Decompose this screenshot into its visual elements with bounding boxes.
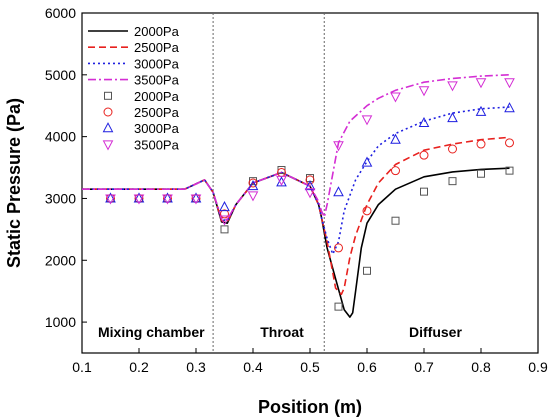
series-line-0 xyxy=(82,167,510,318)
data-point-6-0 xyxy=(105,192,116,203)
data-point-7-7 xyxy=(304,188,316,199)
series-line-1 xyxy=(82,136,510,296)
x-axis-title: Position (m) xyxy=(258,397,362,417)
legend: 2000Pa2500Pa3000Pa3500Pa2000Pa2500Pa3000… xyxy=(88,24,180,152)
data-point-7-3 xyxy=(190,194,202,205)
data-point-7-0 xyxy=(105,194,116,205)
data-point-6-5 xyxy=(247,180,259,191)
data-point-5-5 xyxy=(248,178,258,188)
legend-label: 3500Pa xyxy=(134,137,180,152)
data-point-5-12 xyxy=(448,144,457,154)
data-point-7-12 xyxy=(447,81,458,92)
data-point-5-14 xyxy=(505,138,514,148)
series-line-2 xyxy=(82,106,510,255)
data-point-6-10 xyxy=(390,133,401,144)
data-point-7-8 xyxy=(333,141,344,152)
y-tick-label: 5000 xyxy=(45,67,76,83)
data-point-6-8 xyxy=(333,186,344,197)
legend-swatch-marker xyxy=(102,140,114,151)
x-tick-label: 0.4 xyxy=(243,359,263,375)
legend-swatch-marker xyxy=(102,122,114,133)
data-point-4-12 xyxy=(448,177,457,186)
data-point-7-13 xyxy=(475,78,487,89)
legend-label: 3500Pa xyxy=(134,73,180,88)
data-point-5-8 xyxy=(334,243,343,253)
data-point-5-10 xyxy=(391,166,400,176)
y-tick-label: 1000 xyxy=(45,314,76,330)
x-tick-label: 0.9 xyxy=(528,359,548,375)
legend-label: 2500Pa xyxy=(134,40,180,55)
data-point-4-11 xyxy=(420,187,428,196)
legend-swatch-marker xyxy=(104,91,112,100)
region-label-mixing-chamber: Mixing chamber xyxy=(98,324,205,340)
x-tick-label: 0.7 xyxy=(414,359,434,375)
region-dividers xyxy=(212,13,325,353)
legend-label: 2000Pa xyxy=(134,24,180,39)
data-point-7-11 xyxy=(418,86,430,97)
x-tick-label: 0.8 xyxy=(471,359,491,375)
legend-label: 3000Pa xyxy=(134,121,180,136)
data-point-6-11 xyxy=(418,116,430,128)
y-tick-label: 6000 xyxy=(45,5,76,21)
data-point-7-10 xyxy=(390,92,401,103)
data-point-6-4 xyxy=(219,201,230,212)
data-point-7-6 xyxy=(276,175,287,186)
data-point-7-9 xyxy=(361,115,373,126)
y-tick-label: 3000 xyxy=(45,190,76,206)
region-label-diffuser: Diffuser xyxy=(409,324,462,340)
legend-label: 3000Pa xyxy=(134,56,180,71)
y-tick-label: 2000 xyxy=(45,252,76,268)
data-point-7-1 xyxy=(133,194,145,205)
legend-label: 2500Pa xyxy=(134,105,180,120)
series-markers xyxy=(105,78,515,311)
data-point-7-14 xyxy=(504,78,515,89)
data-point-7-2 xyxy=(162,194,173,205)
x-tick-label: 0.6 xyxy=(357,359,377,375)
data-point-7-5 xyxy=(247,191,259,202)
data-point-4-8 xyxy=(334,302,343,311)
data-point-5-9 xyxy=(362,206,372,216)
y-tick-label: 4000 xyxy=(45,129,76,145)
data-point-6-7 xyxy=(304,180,316,191)
y-axis-title: Static Pressure (Pa) xyxy=(4,98,24,268)
axis-ticks: 0.1 0.2 0.3 0.4 0.5 0.6 0.7 0.8 0.9 1000 2000 3000 4… xyxy=(45,5,548,375)
data-point-5-11 xyxy=(419,150,429,160)
x-tick-label: 0.1 xyxy=(72,359,92,375)
data-point-4-13 xyxy=(477,169,485,178)
data-point-4-9 xyxy=(363,266,371,275)
data-point-6-3 xyxy=(190,192,202,203)
data-point-6-1 xyxy=(133,192,145,203)
region-label-throat: Throat xyxy=(260,324,304,340)
data-point-4-4 xyxy=(220,225,229,234)
data-point-5-7 xyxy=(305,175,315,185)
data-point-4-10 xyxy=(391,216,400,225)
data-point-6-2 xyxy=(162,192,173,203)
x-tick-label: 0.3 xyxy=(186,359,206,375)
x-tick-label: 0.5 xyxy=(300,359,320,375)
data-point-4-14 xyxy=(505,166,514,175)
legend-swatch-marker xyxy=(103,107,113,117)
data-point-6-12 xyxy=(447,112,458,123)
data-point-6-14 xyxy=(504,102,515,113)
data-point-6-9 xyxy=(361,156,373,167)
x-tick-label: 0.2 xyxy=(129,359,149,375)
data-point-6-13 xyxy=(475,105,487,116)
legend-label: 2000Pa xyxy=(134,89,180,104)
data-point-5-13 xyxy=(476,139,486,149)
data-point-5-4 xyxy=(220,209,229,219)
data-point-7-4 xyxy=(219,215,230,226)
